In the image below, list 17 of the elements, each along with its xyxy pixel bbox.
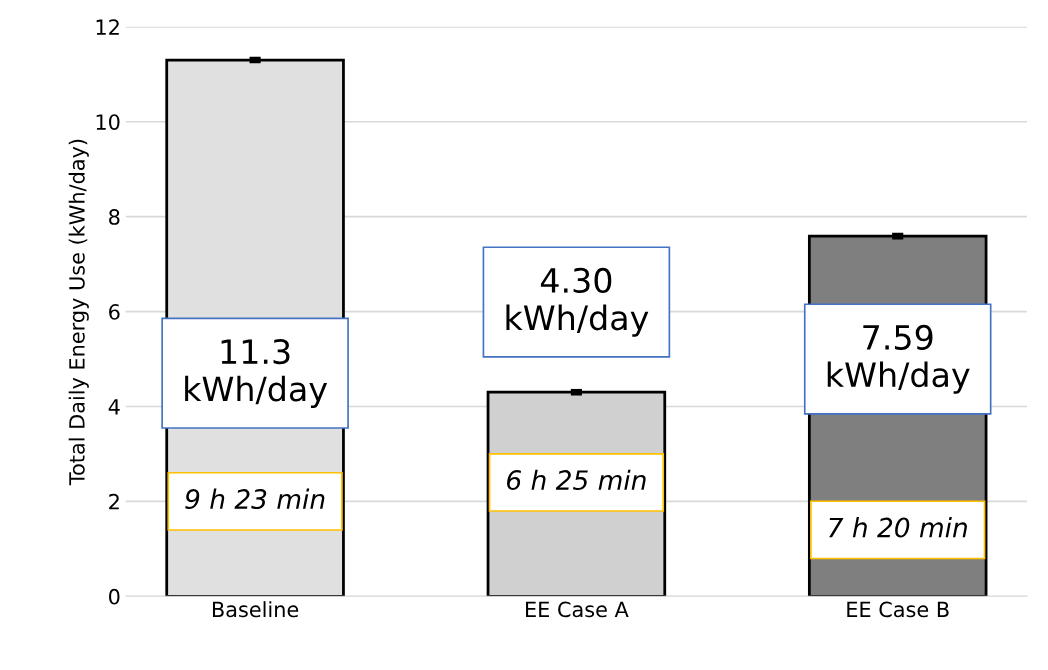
y-tick-label: 2 [109, 493, 119, 510]
y-tick-label: 0 [109, 588, 120, 605]
data-label: 4.30 kWh/day [506, 267, 649, 337]
data-label: 7.59 kWh/day [827, 324, 970, 394]
x-tick-label: EE Case B [847, 601, 949, 618]
y-axis-title: Total Daily Energy Use (kWh/day) [68, 139, 89, 486]
y-tick-label: 10 [96, 114, 120, 130]
y-tick-label: 8 [109, 209, 120, 225]
y-tick-label: 12 [96, 19, 119, 35]
annotation: 9 h 23 min [185, 488, 325, 510]
annotation: 6 h 25 min [507, 469, 646, 491]
annotation: 7 h 20 min [829, 517, 967, 538]
x-tick-label: Baseline [212, 601, 299, 618]
data-label: 11.3 kWh/day [185, 339, 328, 409]
y-tick-label: 4 [108, 399, 120, 415]
y-tick-label: 6 [109, 304, 120, 320]
x-tick-label: EE Case A [526, 601, 629, 618]
